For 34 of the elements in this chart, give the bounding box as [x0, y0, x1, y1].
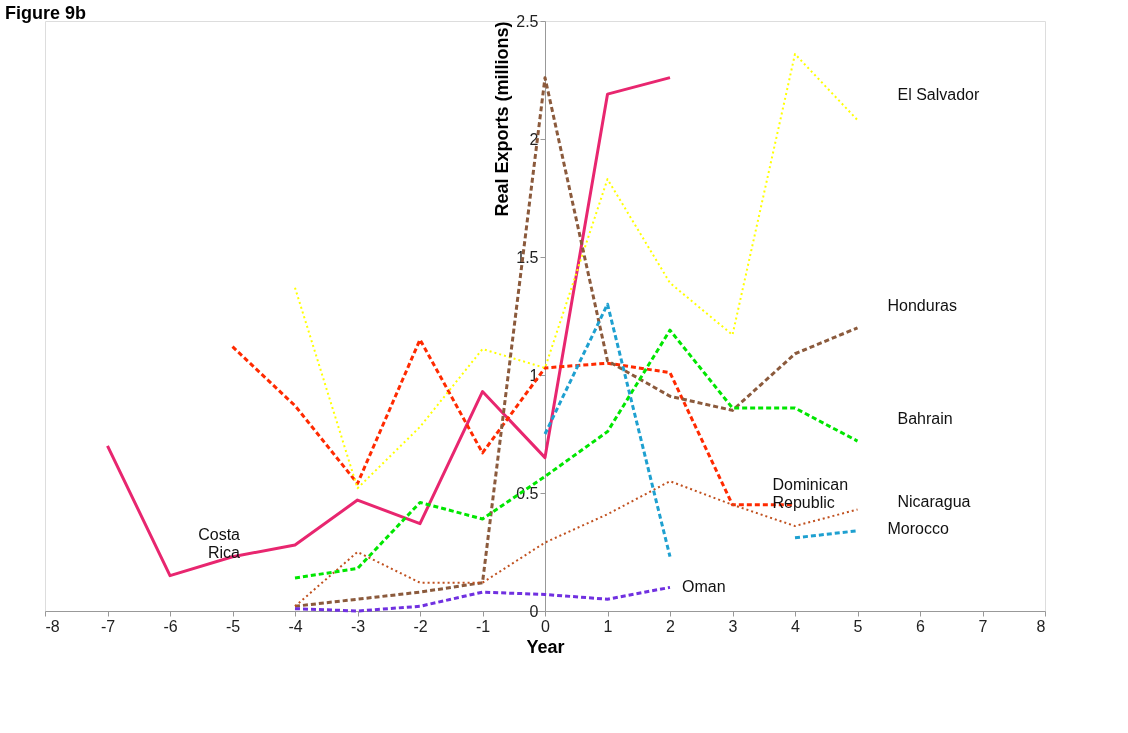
x-tick-label: 7: [978, 617, 988, 635]
x-tick-label: -1: [475, 617, 491, 635]
x-tick-label: 1: [603, 617, 613, 635]
x-tick-label: 4: [791, 617, 801, 635]
x-tick-label: 8: [1036, 617, 1046, 635]
x-tick-label: 0: [541, 617, 551, 635]
x-tick-label: -5: [225, 617, 241, 635]
x-tick-label: -3: [350, 617, 366, 635]
text: Bahrain: [897, 410, 953, 428]
series-label: Dominican Republic: [772, 475, 849, 511]
chart-title: Figure 9b: [5, 3, 87, 23]
x-tick-label: -2: [413, 617, 428, 635]
text: Nicaragua: [897, 492, 971, 510]
y-tick-label: 1.5: [516, 248, 539, 266]
text: Honduras: [887, 296, 957, 314]
x-tick-label: -6: [163, 617, 178, 635]
x-tick-label: -8: [45, 617, 60, 635]
y-tick-label: 2: [529, 130, 539, 148]
line-series: [293, 328, 859, 580]
x-tick-label: 2: [666, 617, 676, 635]
y-tick-label: 0: [529, 602, 539, 620]
series-label: Costa Rica: [198, 525, 241, 561]
x-tick-label: 5: [853, 617, 863, 635]
x-tick-label: -7: [100, 617, 116, 635]
y-tick-label: 0.5: [516, 484, 539, 502]
series-label: Morocco: [887, 519, 949, 537]
x-tick-label: -4: [288, 617, 303, 635]
series-label: Oman: [682, 578, 726, 596]
y-tick-label: 2.5: [516, 12, 539, 30]
x-axis-title: Year: [526, 636, 565, 657]
y-axis-title: Real Exports (millions): [492, 21, 513, 217]
text: El Salvador: [897, 86, 980, 104]
x-tick-label: 6: [916, 617, 926, 635]
x-tick-label: 3: [728, 617, 738, 635]
